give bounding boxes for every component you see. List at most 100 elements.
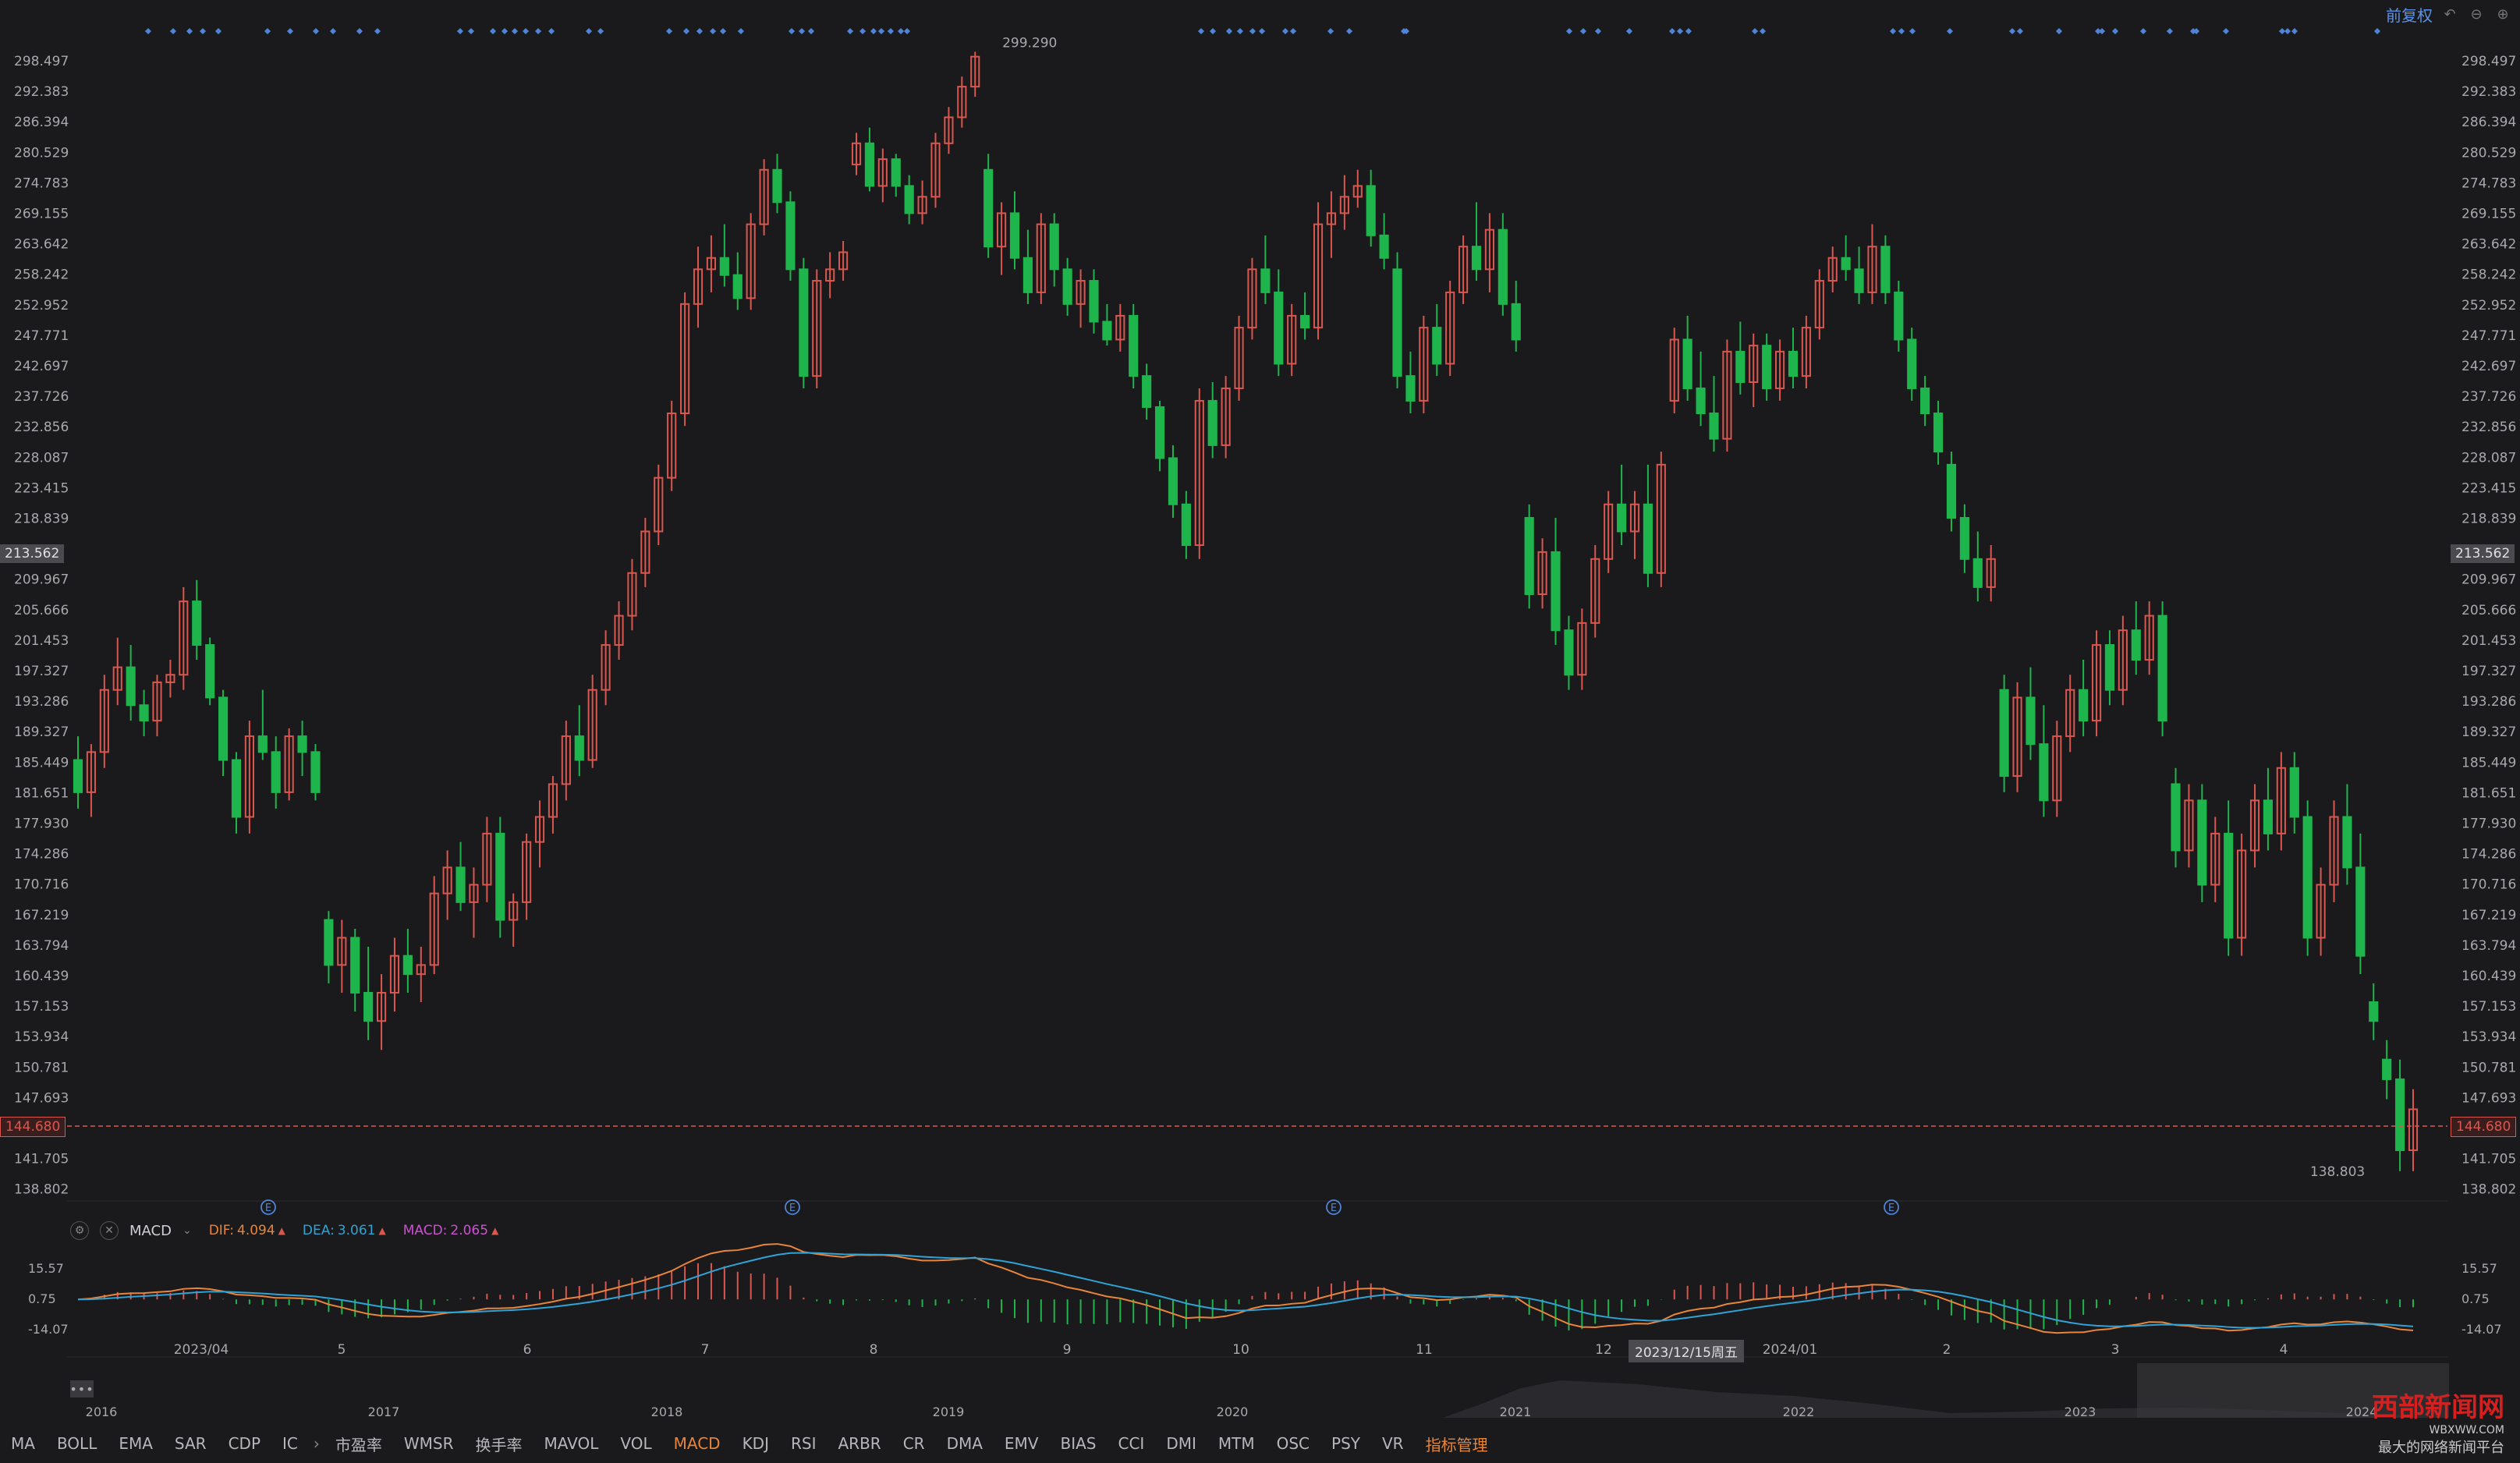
candle-down — [1260, 268, 1271, 293]
price-tick-label: 189.327 — [14, 724, 69, 740]
tab-ema[interactable]: EMA — [119, 1434, 153, 1453]
candle-up — [429, 892, 439, 966]
event-dot — [1198, 28, 1204, 34]
close-icon[interactable]: ✕ — [100, 1221, 119, 1240]
candle-down — [1405, 375, 1416, 402]
plus-icon[interactable]: ⊕ — [2497, 6, 2509, 23]
price-tick-label: 189.327 — [2462, 724, 2516, 740]
tab-dmi[interactable]: DMI — [1166, 1434, 1196, 1453]
tab-mavol[interactable]: MAVOL — [544, 1434, 599, 1453]
macd-tick-label: -14.07 — [28, 1322, 69, 1337]
tab-cci[interactable]: CCI — [1118, 1434, 1145, 1453]
candle-down — [1009, 212, 1020, 259]
tab-ic[interactable]: IC — [282, 1434, 298, 1453]
candle-down — [2171, 783, 2181, 852]
tab-rsi[interactable]: RSI — [790, 1434, 817, 1453]
candle-up — [944, 116, 954, 144]
candle-up — [2329, 816, 2339, 886]
candle-down — [402, 955, 413, 976]
earnings-marker-icon — [261, 1199, 276, 1215]
event-dot — [1752, 28, 1758, 34]
tab-vr[interactable]: VR — [1382, 1434, 1404, 1453]
candle-up — [1352, 185, 1363, 198]
more-icon[interactable]: ••• — [69, 1380, 94, 1397]
candle-up — [1814, 280, 1824, 329]
minus-icon[interactable]: ⊖ — [2470, 6, 2483, 23]
tab-psy[interactable]: PSY — [1331, 1434, 1360, 1453]
price-tick-label: 205.666 — [2462, 603, 2516, 618]
candle-down — [1762, 345, 1772, 389]
candle-up — [2276, 767, 2286, 834]
price-tick-label: 274.783 — [2462, 175, 2516, 191]
tab-macd[interactable]: MACD — [673, 1434, 721, 1453]
overview-year-label: 2019 — [933, 1405, 965, 1419]
gear-icon[interactable]: ⚙ — [70, 1221, 89, 1240]
tab-sar[interactable]: SAR — [174, 1434, 207, 1453]
candle-down — [1300, 314, 1310, 329]
tab-pe[interactable]: 市盈率 — [335, 1435, 382, 1454]
current-price-right: 144.680 — [2451, 1117, 2517, 1137]
tab-cr[interactable]: CR — [902, 1434, 925, 1453]
event-dot — [200, 28, 206, 34]
price-tick-label: 274.783 — [14, 175, 69, 191]
watermark: 西部新闻网 WBXWW.COM 最大的网络新闻平台 — [2372, 1386, 2504, 1457]
macd-value: 2.065 — [450, 1223, 489, 1238]
tab-wmsr[interactable]: WMSR — [403, 1434, 454, 1453]
date-tick-label: 4 — [2280, 1342, 2288, 1358]
candle-up — [614, 615, 624, 646]
tab-osc[interactable]: OSC — [1276, 1434, 1310, 1453]
event-dot — [2284, 28, 2291, 34]
event-dot — [1580, 28, 1586, 34]
candle-down — [205, 644, 215, 699]
price-tick-label: 193.286 — [2462, 694, 2516, 710]
macd-indicator-name[interactable]: MACD — [129, 1222, 172, 1239]
tab-mtm[interactable]: MTM — [1217, 1434, 1255, 1453]
tab-arbr[interactable]: ARBR — [838, 1434, 881, 1453]
undo-icon[interactable]: ↶ — [2444, 6, 2456, 23]
candle-down — [1023, 257, 1033, 293]
dea-readout: DEA: 3.061 ▲ — [303, 1223, 386, 1238]
price-tick-label: 150.781 — [2462, 1060, 2516, 1075]
tab-ma[interactable]: MA — [11, 1434, 35, 1453]
price-tick-label: 181.651 — [14, 785, 69, 801]
tab-bias[interactable]: BIAS — [1060, 1434, 1097, 1453]
event-dot — [898, 28, 904, 34]
price-tick-label: 292.383 — [2462, 84, 2516, 100]
tab-vol[interactable]: VOL — [620, 1434, 652, 1453]
price-tick-label: 237.726 — [14, 389, 69, 405]
tab-dma[interactable]: DMA — [946, 1434, 983, 1453]
watermark-url: WBXWW.COM — [2429, 1424, 2504, 1436]
price-tick-label: 177.930 — [2462, 817, 2516, 832]
price-tick-label: 147.693 — [2462, 1090, 2516, 1106]
price-tick-label: 205.666 — [14, 603, 69, 618]
event-dot — [696, 28, 703, 34]
price-tick-label: 232.856 — [2462, 420, 2516, 435]
tab-emv[interactable]: EMV — [1004, 1434, 1039, 1453]
event-dot — [215, 28, 222, 34]
event-dot — [870, 28, 877, 34]
date-tick-label: 2 — [1943, 1342, 1951, 1358]
candle-up — [1247, 268, 1257, 329]
event-dot — [799, 28, 805, 34]
candle-up — [1590, 558, 1600, 624]
overview-year-label: 2024 — [2346, 1405, 2378, 1419]
candle-down — [363, 991, 374, 1022]
candle-up — [2052, 735, 2062, 802]
dea-value: 3.061 — [337, 1223, 376, 1238]
event-dot — [1327, 28, 1334, 34]
indicator-manage-button[interactable]: 指标管理 — [1425, 1435, 1488, 1454]
price-tick-label: 228.087 — [2462, 450, 2516, 466]
tab-cdp[interactable]: CDP — [228, 1434, 261, 1453]
low-price-label: 138.803 — [2310, 1164, 2365, 1180]
chevron-down-icon[interactable]: ⌄ — [182, 1224, 192, 1237]
tab-kdj[interactable]: KDJ — [742, 1434, 769, 1453]
price-tick-label: 181.651 — [2462, 785, 2516, 801]
tab-boll[interactable]: BOLL — [56, 1434, 97, 1453]
chevron-right-icon[interactable]: › — [313, 1434, 320, 1453]
tab-turnover[interactable]: 换手率 — [475, 1435, 523, 1454]
candle-up — [1221, 387, 1231, 446]
adjust-mode-button[interactable]: 前复权 — [2386, 6, 2433, 25]
price-tick-label: 263.642 — [14, 237, 69, 253]
candle-up — [2408, 1108, 2419, 1151]
